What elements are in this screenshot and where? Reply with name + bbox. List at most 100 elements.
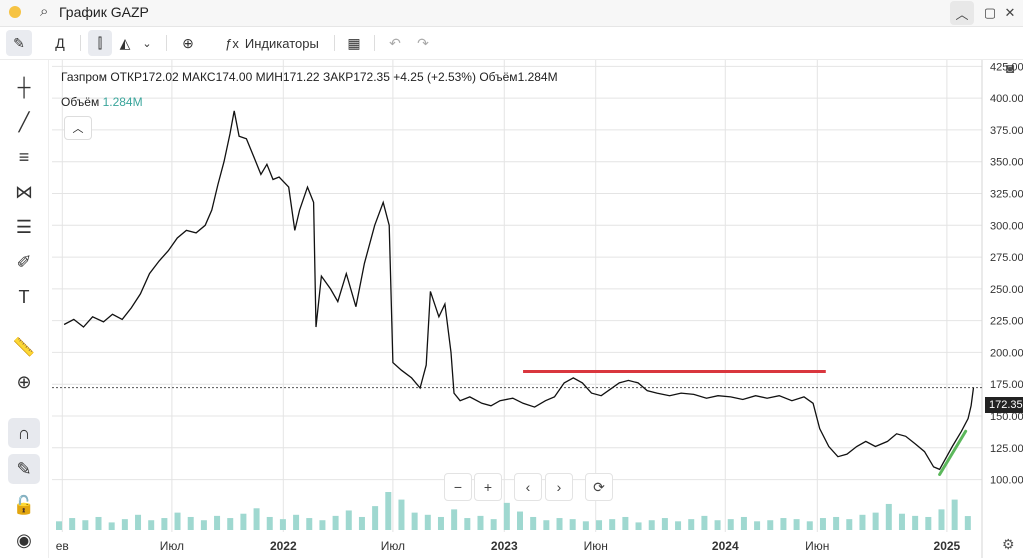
y-tick-label: 300.00 (990, 220, 1023, 232)
eye-icon[interactable]: ◉ (16, 529, 32, 550)
volume-bar (424, 514, 431, 530)
volume-bar (622, 516, 629, 530)
change-value: +4.25 (+2.53%) (393, 70, 476, 84)
area-chart-icon[interactable]: ◭ (119, 34, 131, 51)
status-dot-icon (9, 6, 21, 18)
trend-line-icon[interactable]: ╱ (18, 111, 30, 132)
volume-bar (740, 516, 747, 530)
volume-bar (846, 519, 853, 530)
chevron-down-icon[interactable]: ⌄ (142, 37, 152, 50)
volume-bar (767, 520, 774, 530)
title-bar: ⌕ График GAZP ︿ ▢ ✕ (0, 0, 1023, 27)
volume-bar (951, 499, 958, 530)
redo-icon[interactable]: ↷ (417, 34, 429, 51)
volume-bar (161, 518, 168, 530)
price-line-series (63, 110, 975, 471)
volume-bar (398, 499, 405, 530)
x-tick-label: 2024 (712, 539, 739, 553)
horizontal-lines-icon[interactable]: ≡ (18, 146, 30, 167)
volume-legend: Объём 1.284M (61, 95, 143, 109)
volume-bar (135, 514, 142, 530)
pattern-icon[interactable]: ⋈ (15, 181, 33, 202)
y-tick-label: 100.00 (990, 475, 1023, 487)
volume-bar (675, 521, 682, 530)
volume-bar (556, 518, 563, 530)
volume-bar (108, 522, 115, 530)
y-tick-label: 250.00 (990, 284, 1023, 296)
x-tick-label: Июн (584, 539, 608, 553)
compare-add-icon[interactable]: ⊕ (182, 34, 194, 51)
toolbar-divider (334, 35, 335, 51)
x-tick-label: Июн (805, 539, 829, 553)
scroll-right-button[interactable]: › (545, 473, 573, 501)
volume-bar (912, 515, 919, 530)
zoom-in-icon[interactable]: ⊕ (16, 371, 32, 392)
window-restore-icon[interactable]: ▢ (983, 5, 997, 20)
camera-icon[interactable]: ◙ (1006, 60, 1015, 76)
volume-bar (95, 516, 102, 530)
price-chart[interactable]: 100.00 125.00 150.00 175.00 200.00 225.00 250.… (0, 60, 1023, 558)
pencil-icon[interactable]: ✎ (6, 30, 32, 56)
undo-icon[interactable]: ↶ (389, 34, 401, 51)
volume-bar (345, 510, 352, 530)
volume-bar (69, 518, 76, 530)
volume-bar (372, 506, 379, 530)
high-value: 174.00 (215, 70, 253, 84)
volume-bar (609, 519, 616, 530)
chevron-up-icon[interactable]: ︿ (950, 1, 974, 25)
x-tick-label: ев (56, 539, 69, 553)
crosshair-icon[interactable]: ┼ (17, 76, 31, 97)
fib-levels-icon[interactable]: ☰ (15, 216, 33, 237)
volume-bar (358, 516, 365, 530)
volume-bar (451, 509, 458, 530)
volume-label: Объём (479, 70, 518, 84)
volume-bar (833, 516, 840, 530)
collapse-legend-button[interactable]: ︿ (64, 116, 92, 140)
y-axis-labels: 100.00 125.00 150.00 175.00 200.00 225.00 250.… (990, 61, 1023, 486)
interval-button[interactable]: Д (55, 35, 65, 51)
text-tool-icon[interactable]: T (18, 286, 30, 307)
drawing-tools-sidebar: ┼ ╱ ≡ ⋈ ☰ ✐ T 📏 ⊕ ∩ ✎ 🔓 ◉ (0, 60, 49, 558)
x-tick-label: Июл (160, 539, 184, 553)
volume-bar (385, 492, 392, 530)
volume-bar (411, 512, 418, 530)
window-title: График GAZP (59, 4, 149, 20)
zoom-out-button[interactable]: − (444, 473, 472, 501)
volume-bar (688, 519, 695, 530)
volume-bar (964, 516, 971, 530)
volume-bar (279, 519, 286, 530)
volume-bar (306, 518, 313, 530)
y-tick-label: 425.00 (990, 61, 1023, 73)
last-price-tag: 172.35 (985, 397, 1023, 413)
volume-bar (240, 513, 247, 530)
volume-bar (780, 518, 787, 530)
y-tick-label: 375.00 (990, 125, 1023, 137)
toolbar-divider (374, 35, 375, 51)
ruler-icon[interactable]: 📏 (12, 336, 36, 357)
volume-bar (754, 521, 761, 530)
volume-bar (200, 520, 207, 530)
reset-chart-button[interactable]: ⟳ (585, 473, 613, 501)
brush-icon[interactable]: ✐ (16, 251, 32, 272)
lock-icon[interactable]: 🔓 (12, 494, 36, 515)
search-icon[interactable]: ⌕ (40, 3, 49, 20)
candles-icon[interactable]: ⫿ (88, 30, 112, 56)
volume-bar (293, 514, 300, 530)
x-tick-label: 2022 (270, 539, 297, 553)
magnet-icon[interactable]: ∩ (8, 418, 40, 448)
volume-bar (543, 520, 550, 530)
scroll-left-button[interactable]: ‹ (514, 473, 542, 501)
indicators-button[interactable]: ƒx Индикаторы (218, 30, 326, 56)
y-tick-label: 325.00 (990, 189, 1023, 201)
layout-grid-icon[interactable]: ▦ (347, 34, 361, 51)
lock-drawing-icon[interactable]: ✎ (8, 454, 40, 484)
volume-bar (477, 515, 484, 530)
window-close-icon[interactable]: ✕ (1004, 5, 1016, 20)
y-tick-label: 125.00 (990, 443, 1023, 455)
volume-bar (174, 512, 181, 530)
chart-grid (52, 60, 983, 558)
volume-bar (437, 516, 444, 530)
zoom-in-button[interactable]: + (474, 473, 502, 501)
settings-gear-icon[interactable]: ⚙ (1002, 536, 1015, 552)
volume-bar (938, 509, 945, 530)
